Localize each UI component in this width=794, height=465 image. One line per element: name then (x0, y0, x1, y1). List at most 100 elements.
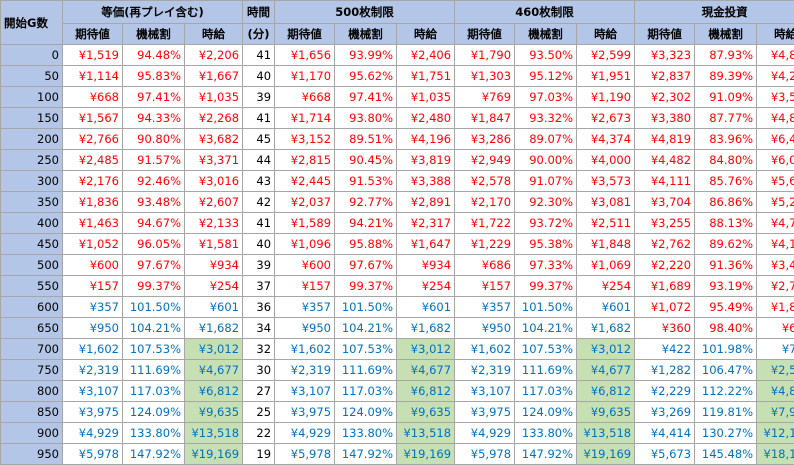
time-cell: 42 (242, 191, 276, 213)
equal-rate-cell: 124.09% (122, 401, 185, 423)
time-cell: 45 (242, 128, 276, 150)
limit460-rate-cell: 104.21% (514, 317, 578, 339)
equal-rate-cell: 147.92% (122, 443, 185, 465)
limit460-rate-cell: 107.53% (514, 338, 578, 360)
limit500-rate-cell: 97.67% (334, 254, 398, 276)
equal-expected-cell: ¥1,602 (62, 338, 123, 360)
subheader-rate: 機械割 (122, 23, 185, 45)
limit460-expected-cell: ¥1,229 (454, 233, 516, 255)
table-row: 800 ¥3,107 117.03% ¥6,812 27 ¥3,107 117.03% ¥6,… (0, 380, 794, 402)
header-equal-rate: 等価(再プレイ含む) (61, 0, 244, 24)
equal-rate-cell: 94.33% (122, 107, 185, 129)
limit460-hourly-cell: ¥13,518 (576, 422, 636, 444)
table-row: 850 ¥3,975 124.09% ¥9,635 25 ¥3,975 124.09% ¥9,… (0, 401, 794, 423)
limit500-rate-cell: 91.53% (334, 170, 398, 192)
equal-expected-cell: ¥3,975 (62, 401, 123, 423)
equal-rate-cell: 96.05% (122, 233, 185, 255)
equal-rate-cell: 97.67% (122, 254, 185, 276)
table-row: 250 ¥2,485 91.57% ¥3,371 44 ¥2,815 90.45% ¥3,81… (0, 149, 794, 171)
cash-expected-cell: ¥1,282 (634, 359, 696, 381)
cash-expected-cell: ¥360 (634, 317, 696, 339)
equal-rate-cell: 101.50% (122, 296, 185, 318)
table-row: 900 ¥4,929 133.80% ¥13,518 22 ¥4,929 133.80% ¥1… (0, 422, 794, 444)
time-cell: 43 (242, 170, 276, 192)
equal-rate-cell: 94.67% (122, 212, 185, 234)
limit460-rate-cell: 95.38% (514, 233, 578, 255)
limit500-rate-cell: 93.99% (334, 44, 398, 66)
limit500-hourly-cell: ¥2,891 (396, 191, 456, 213)
cash-expected-cell: ¥2,762 (634, 233, 696, 255)
limit500-hourly-cell: ¥13,518 (396, 422, 456, 444)
equal-hourly-cell: ¥1,581 (183, 233, 244, 255)
limit500-expected-cell: ¥5,978 (274, 443, 336, 465)
limit460-rate-cell: 90.00% (514, 149, 578, 171)
cash-rate-cell: 98.40% (694, 317, 758, 339)
start-games-cell: 300 (0, 170, 63, 192)
time-cell: 36 (242, 296, 276, 318)
limit460-rate-cell: 111.69% (514, 359, 578, 381)
equal-hourly-cell: ¥6,812 (183, 380, 244, 402)
limit500-hourly-cell: ¥1,682 (396, 317, 456, 339)
limit460-expected-cell: ¥1,602 (454, 338, 516, 360)
start-games-cell: 800 (0, 380, 63, 402)
cash-hourly-cell: ¥638 (756, 317, 794, 339)
limit460-expected-cell: ¥2,170 (454, 191, 516, 213)
limit500-expected-cell: ¥2,319 (274, 359, 336, 381)
limit460-rate-cell: 99.37% (514, 275, 578, 297)
limit500-expected-cell: ¥1,602 (274, 338, 336, 360)
start-games-cell: 950 (0, 443, 63, 465)
subheader-rate: 機械割 (334, 23, 398, 45)
limit500-rate-cell: 95.88% (334, 233, 398, 255)
limit500-expected-cell: ¥950 (274, 317, 336, 339)
equal-expected-cell: ¥2,319 (62, 359, 123, 381)
cash-rate-cell: 112.22% (694, 380, 758, 402)
equal-expected-cell: ¥1,519 (62, 44, 123, 66)
start-games-cell: 350 (0, 191, 63, 213)
cash-rate-cell: 145.48% (694, 443, 758, 465)
limit460-expected-cell: ¥2,319 (454, 359, 516, 381)
limit500-expected-cell: ¥600 (274, 254, 336, 276)
limit460-hourly-cell: ¥6,812 (576, 380, 636, 402)
equal-hourly-cell: ¥9,635 (183, 401, 244, 423)
limit500-rate-cell: 99.37% (334, 275, 398, 297)
cash-expected-cell: ¥4,482 (634, 149, 696, 171)
limit460-rate-cell: 91.07% (514, 170, 578, 192)
cash-rate-cell: 89.62% (694, 233, 758, 255)
time-cell: 39 (242, 254, 276, 276)
equal-rate-cell: 95.83% (122, 65, 185, 87)
cash-hourly-cell: ¥7,925 (756, 401, 794, 423)
limit460-expected-cell: ¥5,978 (454, 443, 516, 465)
cash-hourly-cell: ¥5,698 (756, 170, 794, 192)
cash-expected-cell: ¥3,704 (634, 191, 696, 213)
limit460-hourly-cell: ¥1,190 (576, 86, 636, 108)
time-cell: 25 (242, 401, 276, 423)
table-row: 400 ¥1,463 94.67% ¥2,133 41 ¥1,589 94.21% ¥2,31… (0, 212, 794, 234)
equal-expected-cell: ¥1,836 (62, 191, 123, 213)
limit500-hourly-cell: ¥4,196 (396, 128, 456, 150)
cash-rate-cell: 83.96% (694, 128, 758, 150)
limit460-rate-cell: 101.50% (514, 296, 578, 318)
start-games-cell: 100 (0, 86, 63, 108)
start-games-cell: 50 (0, 65, 63, 87)
equal-hourly-cell: ¥254 (183, 275, 244, 297)
equal-rate-cell: 104.21% (122, 317, 185, 339)
limit460-hourly-cell: ¥4,677 (576, 359, 636, 381)
limit460-hourly-cell: ¥4,374 (576, 128, 636, 150)
cash-expected-cell: ¥5,673 (634, 443, 696, 465)
table-row: 0 ¥1,519 94.48% ¥2,206 41 ¥1,656 93.99% ¥2,406 ¥… (0, 44, 794, 66)
limit500-expected-cell: ¥1,714 (274, 107, 336, 129)
limit460-hourly-cell: ¥3,012 (576, 338, 636, 360)
cash-rate-cell: 93.19% (694, 275, 758, 297)
limit500-rate-cell: 104.21% (334, 317, 398, 339)
equal-hourly-cell: ¥601 (183, 296, 244, 318)
limit500-rate-cell: 107.53% (334, 338, 398, 360)
limit460-hourly-cell: ¥9,635 (576, 401, 636, 423)
cash-expected-cell: ¥4,414 (634, 422, 696, 444)
subheader-hourly: 時給 (396, 23, 456, 45)
limit500-hourly-cell: ¥601 (396, 296, 456, 318)
limit460-hourly-cell: ¥2,599 (576, 44, 636, 66)
cash-hourly-cell: ¥4,153 (756, 233, 794, 255)
table-row: 700 ¥1,602 107.53% ¥3,012 32 ¥1,602 107.53% ¥3,… (0, 338, 794, 360)
cash-hourly-cell: ¥6,080 (756, 149, 794, 171)
equal-rate-cell: 99.37% (122, 275, 185, 297)
